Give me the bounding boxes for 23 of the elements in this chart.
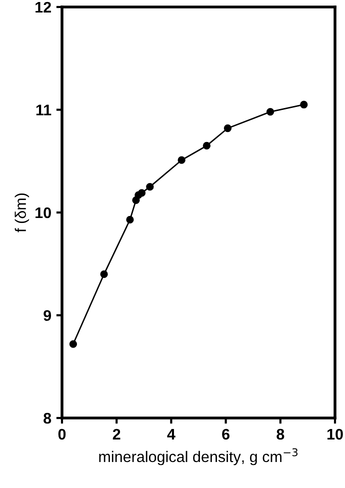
point xyxy=(224,124,232,132)
x-tick-label: 2 xyxy=(112,428,120,440)
x-axis-title: mineralogical density, g cm$^{−3}$ xyxy=(99,448,298,466)
y-tick-label: 12 xyxy=(36,2,51,13)
point xyxy=(100,270,108,278)
x-tick-label: 4 xyxy=(167,428,176,440)
point xyxy=(266,108,274,116)
point xyxy=(138,189,146,197)
x-tick-label: 6 xyxy=(222,428,230,440)
y-tick-label: 8 xyxy=(44,412,52,424)
x-tick-label: 10 xyxy=(327,428,343,440)
y-tick-label: 10 xyxy=(36,207,51,218)
point xyxy=(178,156,186,164)
y-axis-title: f (δm) xyxy=(14,194,30,232)
x-tick-label: 0 xyxy=(58,428,66,440)
y-tick-label: 9 xyxy=(44,310,52,321)
point xyxy=(202,142,211,150)
point xyxy=(69,340,78,348)
point xyxy=(126,216,134,224)
x-tick-label: 8 xyxy=(276,428,284,440)
y-tick-label: 11 xyxy=(36,104,52,116)
point xyxy=(146,182,154,191)
point xyxy=(300,100,308,108)
